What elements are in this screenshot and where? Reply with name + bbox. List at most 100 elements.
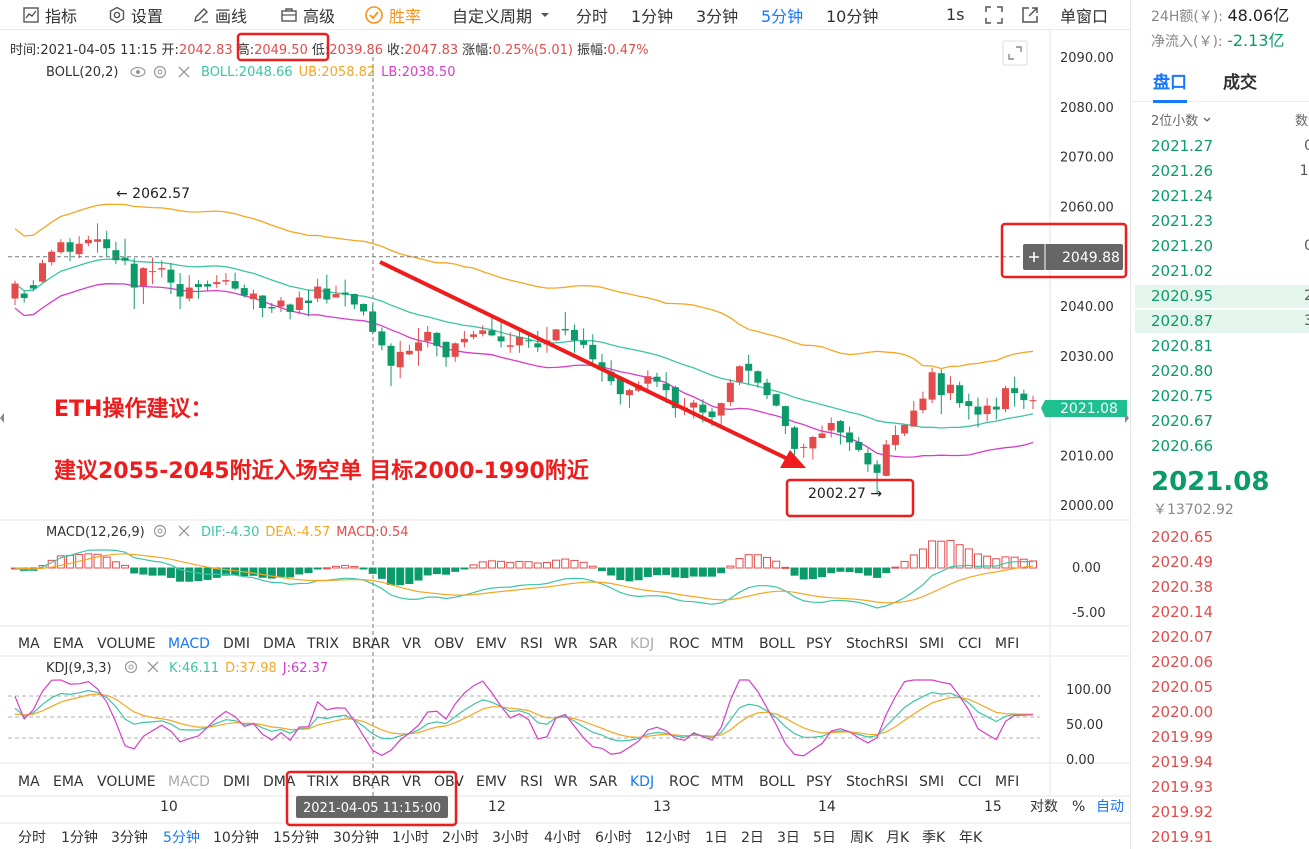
indicator-tab-mtm[interactable]: MTM (711, 636, 744, 652)
ask-row[interactable]: 2020.66 (1131, 434, 1309, 459)
settings-button[interactable]: 设置 (108, 3, 163, 27)
bid-row[interactable]: 2020.07 (1131, 625, 1309, 650)
indicator-tab-kdj[interactable]: KDJ (630, 774, 654, 790)
indicator-tab-brar[interactable]: BRAR (352, 636, 390, 652)
indicator-tab-ma[interactable]: MA (18, 774, 40, 790)
indicator-tab-psy[interactable]: PSY (806, 774, 832, 790)
indicator-tab-wr[interactable]: WR (554, 774, 578, 790)
indicator-tab-wr[interactable]: WR (554, 636, 578, 652)
gear-icon[interactable] (153, 524, 167, 538)
custom-period-dropdown[interactable]: 自定义周期 (452, 3, 552, 27)
indicator-tab-smi[interactable]: SMI (919, 636, 944, 652)
bid-row[interactable]: 2019.99 (1131, 725, 1309, 750)
indicator-tab-trix[interactable]: TRIX (306, 774, 339, 790)
indicator-tab-sar[interactable]: SAR (589, 774, 618, 790)
bottom-period-tab[interactable]: 2日 (741, 830, 764, 846)
ask-row[interactable]: 2020.87 3 (1131, 309, 1309, 334)
ask-row[interactable]: 2021.24 (1131, 184, 1309, 209)
bottom-period-tab[interactable]: 分时 (18, 830, 46, 846)
indicator-tab-volume[interactable]: VOLUME (97, 774, 156, 790)
panel-expand-button[interactable] (1002, 40, 1028, 66)
bottom-period-tab[interactable]: 30分钟 (333, 829, 379, 846)
scroll-left-arrow[interactable] (0, 413, 4, 423)
indicator-tab-ema[interactable]: EMA (53, 636, 84, 652)
indicator-tab-stochrsi[interactable]: StochRSI (846, 774, 908, 790)
indicator-tab-kdj[interactable]: KDJ (630, 636, 654, 652)
ask-row[interactable]: 2020.75 (1131, 384, 1309, 409)
period-tab-5m[interactable]: 5分钟 (761, 3, 803, 27)
indicator-tab-emv[interactable]: EMV (476, 774, 507, 790)
indicator-tab-stochrsi[interactable]: StochRSI (846, 636, 908, 652)
bottom-period-tab[interactable]: 5日 (813, 830, 836, 846)
bid-row[interactable]: 2020.06 (1131, 650, 1309, 675)
bottom-period-tab[interactable]: 3小时 (492, 830, 529, 846)
indicator-tab-obv[interactable]: OBV (434, 774, 464, 790)
tab-trades[interactable]: 成交 (1223, 73, 1257, 93)
indicator-tab-dmi[interactable]: DMI (223, 774, 250, 790)
eye-icon[interactable] (130, 66, 146, 78)
bottom-period-tab[interactable]: 4小时 (544, 830, 581, 846)
indicator-tab-smi[interactable]: SMI (919, 774, 944, 790)
ask-row[interactable]: 2021.27 0 (1131, 134, 1309, 159)
indicator-tab-macd[interactable]: MACD (168, 636, 210, 652)
indicator-tab-roc[interactable]: ROC (669, 636, 700, 652)
period-tab-10m[interactable]: 10分钟 (826, 3, 878, 27)
indicator-tab-dma[interactable]: DMA (263, 774, 296, 790)
bottom-period-tab[interactable]: 年K (959, 830, 983, 846)
indicator-tab-macd[interactable]: MACD (168, 774, 210, 790)
bottom-period-tab[interactable]: 月K (886, 830, 910, 846)
bottom-period-tab[interactable]: 2小时 (442, 830, 479, 846)
bottom-period-tab[interactable]: 15分钟 (273, 829, 319, 846)
chart-area[interactable]: 时间:2021-04-05 11:15 开:2042.83 高:2049.50 低:2… (0, 30, 1130, 849)
indicator-tab-ema[interactable]: EMA (53, 774, 84, 790)
draw-line-button[interactable]: 画线 (192, 3, 247, 27)
indicator-tab-dma[interactable]: DMA (263, 636, 296, 652)
indicator-tab-mtm[interactable]: MTM (711, 774, 744, 790)
bid-row[interactable]: 2020.49 (1131, 550, 1309, 575)
advanced-button[interactable]: 高级 (280, 3, 335, 27)
ask-row[interactable]: 2020.80 (1131, 359, 1309, 384)
bottom-period-tab[interactable]: 12小时 (645, 830, 691, 846)
scroll-right-arrow[interactable] (1125, 413, 1129, 423)
precision-dropdown[interactable]: 2位小数 (1151, 110, 1212, 134)
bid-row[interactable]: 2019.93 (1131, 775, 1309, 800)
tab-order-book[interactable]: 盘口 (1153, 68, 1187, 103)
ask-row[interactable]: 2021.20 0 (1131, 234, 1309, 259)
indicator-tab-brar[interactable]: BRAR (352, 774, 390, 790)
ask-row[interactable]: 2020.67 (1131, 409, 1309, 434)
bid-row[interactable]: 2020.38 (1131, 575, 1309, 600)
bottom-period-tab[interactable]: 周K (850, 830, 874, 846)
percent-scale-toggle[interactable]: % (1072, 799, 1085, 815)
ask-row[interactable]: 2021.02 (1131, 259, 1309, 284)
add-alert-icon[interactable] (1029, 252, 1039, 262)
indicator-tab-rsi[interactable]: RSI (520, 774, 543, 790)
ask-row[interactable]: 2020.95 2 (1131, 284, 1309, 309)
indicator-tab-rsi[interactable]: RSI (520, 636, 543, 652)
ask-row[interactable]: 2020.81 (1131, 334, 1309, 359)
indicator-tab-vr[interactable]: VR (402, 636, 422, 652)
auto-scale-toggle[interactable]: 自动 (1096, 799, 1124, 815)
gear-icon[interactable] (124, 660, 138, 674)
bid-row[interactable]: 2020.05 (1131, 675, 1309, 700)
indicator-tab-obv[interactable]: OBV (434, 636, 464, 652)
period-tab-tick[interactable]: 分时 (576, 3, 608, 27)
bottom-period-tab[interactable]: 6小时 (595, 830, 632, 846)
indicator-button[interactable]: 指标 (22, 3, 77, 27)
crosshair-price-tag[interactable]: 2049.88 (1023, 244, 1123, 270)
indicator-tab-roc[interactable]: ROC (669, 774, 700, 790)
indicator-tab-psy[interactable]: PSY (806, 636, 832, 652)
period-tab-1m[interactable]: 1分钟 (631, 3, 673, 27)
indicator-tab-volume[interactable]: VOLUME (97, 636, 156, 652)
single-window-button[interactable]: 单窗口 (1060, 3, 1108, 27)
indicator-tab-vr[interactable]: VR (402, 774, 422, 790)
ask-row[interactable]: 2021.23 (1131, 209, 1309, 234)
close-icon[interactable] (147, 661, 159, 673)
log-scale-toggle[interactable]: 对数 (1030, 799, 1058, 815)
indicator-tab-boll[interactable]: BOLL (759, 774, 795, 790)
second-button[interactable]: 1s (946, 5, 965, 24)
bottom-period-tab[interactable]: 1日 (705, 830, 728, 846)
indicator-tab-cci[interactable]: CCI (958, 774, 982, 790)
bottom-period-tab[interactable]: 3分钟 (111, 829, 148, 846)
close-icon[interactable] (178, 66, 190, 78)
indicator-tab-mfi[interactable]: MFI (995, 774, 1019, 790)
